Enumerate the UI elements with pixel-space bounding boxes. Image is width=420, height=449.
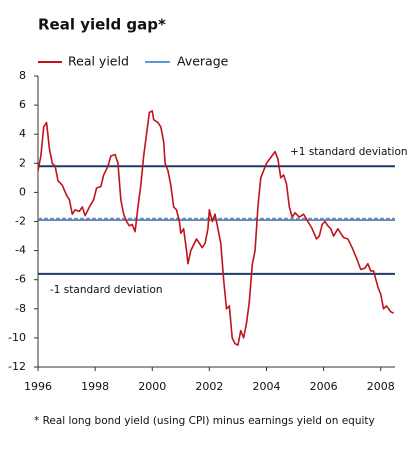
- x-tick-label: 2006: [310, 380, 338, 393]
- legend-label: Average: [177, 54, 229, 69]
- y-tick-label: -12: [8, 360, 26, 373]
- x-tick-label: 1996: [24, 380, 52, 393]
- y-tick-label: 6: [19, 98, 26, 111]
- x-tick-label: 2002: [195, 380, 223, 393]
- std-dev-label: -1 standard deviation: [50, 284, 163, 296]
- y-tick-label: 2: [19, 156, 26, 169]
- footnote: * Real long bond yield (using CPI) minus…: [34, 415, 375, 427]
- chart-title: Real yield gap*: [38, 16, 166, 34]
- y-tick-label: -6: [15, 273, 26, 286]
- y-tick-label: -4: [15, 244, 26, 257]
- x-tick-label: 2004: [252, 380, 280, 393]
- y-tick-label: -2: [15, 215, 26, 228]
- x-tick-label: 2008: [367, 380, 395, 393]
- x-tick-label: 2000: [138, 380, 166, 393]
- data-line: [37, 110, 394, 346]
- y-tick-label: 0: [19, 185, 26, 198]
- y-tick-label: 8: [19, 69, 26, 82]
- std-dev-label: +1 standard deviation: [290, 146, 408, 158]
- y-tick-label: -8: [15, 302, 26, 315]
- legend-label: Real yield: [68, 54, 129, 69]
- y-tick-label: -10: [8, 331, 26, 344]
- y-tick-label: 4: [19, 127, 26, 140]
- x-tick-label: 1998: [81, 380, 109, 393]
